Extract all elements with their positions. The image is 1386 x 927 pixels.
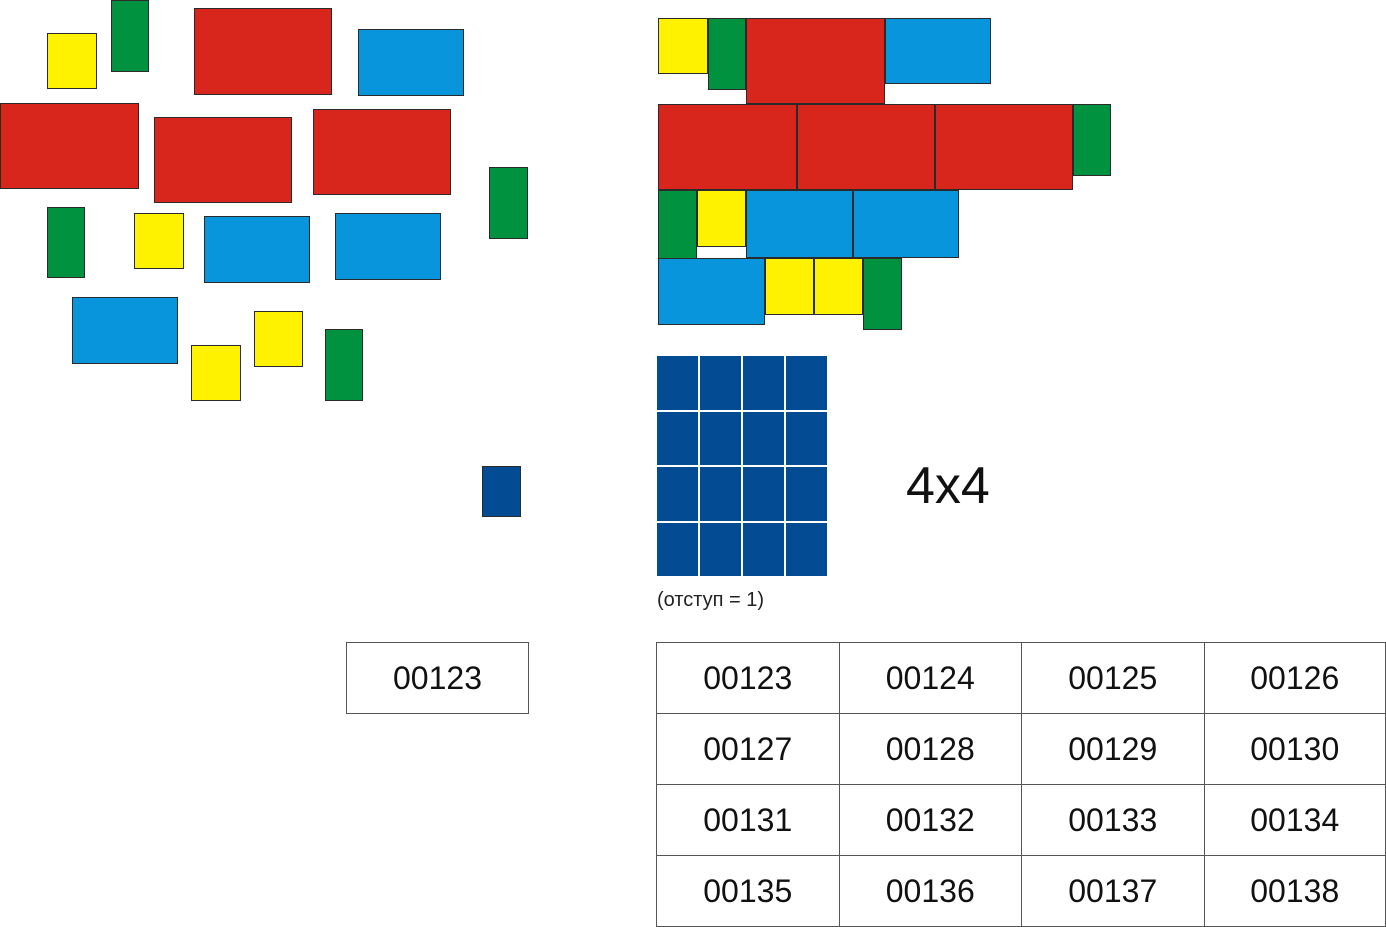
grid-spacing-label: (отступ = 1)	[657, 589, 765, 611]
number-table-cell: 00130	[1203, 713, 1386, 785]
number-table-cell: 00124	[838, 642, 1022, 714]
blue-block	[746, 190, 853, 258]
grid-cell	[699, 355, 742, 411]
red-block	[658, 104, 797, 190]
yellow-block	[134, 213, 184, 269]
single-number-cell: 00123	[346, 642, 529, 714]
blue-block	[72, 297, 178, 364]
yellow-block	[191, 345, 241, 401]
yellow-block	[254, 311, 303, 367]
red-block	[746, 18, 885, 104]
red-block	[154, 117, 292, 203]
grid-cell	[656, 466, 699, 522]
grid-cell	[742, 355, 785, 411]
number-table-cell: 00129	[1021, 713, 1205, 785]
grid-cell	[742, 466, 785, 522]
blue-block	[853, 190, 959, 258]
yellow-block	[765, 258, 814, 315]
green-block	[863, 258, 902, 330]
blue-block	[335, 213, 441, 280]
number-table-cell: 00131	[656, 784, 840, 856]
number-table-cell: 00135	[656, 855, 840, 927]
blue-block	[358, 29, 464, 96]
grid-cell	[742, 521, 785, 577]
grid-size-label: 4x4	[906, 457, 990, 515]
green-block	[47, 207, 85, 278]
red-block	[935, 104, 1073, 190]
blue-block	[885, 18, 991, 84]
number-table-cell: 00128	[838, 713, 1022, 785]
grid-cell	[656, 355, 699, 411]
green-block	[708, 18, 746, 90]
grid-cell	[699, 410, 742, 466]
green-block	[111, 0, 149, 72]
green-block	[658, 190, 697, 261]
yellow-block	[47, 33, 97, 89]
single-navy-block	[482, 466, 521, 517]
number-table-cell: 00136	[838, 855, 1022, 927]
grid-cell	[785, 355, 828, 411]
grid-cell	[785, 466, 828, 522]
number-table-cell: 00132	[838, 784, 1022, 856]
red-block	[313, 109, 451, 195]
grid-cell	[699, 521, 742, 577]
grid-cell	[656, 521, 699, 577]
number-table-cell: 00133	[1021, 784, 1205, 856]
red-block	[0, 103, 139, 189]
red-block	[797, 104, 935, 190]
grid-cell	[699, 466, 742, 522]
number-table-cell: 00134	[1203, 784, 1386, 856]
yellow-block	[658, 18, 708, 74]
yellow-block	[697, 190, 746, 247]
grid-cell	[742, 410, 785, 466]
number-table-cell: 00127	[656, 713, 840, 785]
yellow-block	[814, 258, 863, 315]
number-table-cell: 00125	[1021, 642, 1205, 714]
green-block	[1073, 104, 1111, 176]
green-block	[489, 167, 528, 239]
green-block	[325, 329, 363, 401]
number-table-cell: 00126	[1203, 642, 1386, 714]
number-table-cell: 00123	[656, 642, 840, 714]
grid-cell	[785, 521, 828, 577]
grid-cell	[656, 410, 699, 466]
blue-block	[658, 258, 765, 325]
number-table-cell: 00137	[1021, 855, 1205, 927]
number-table-cell: 00138	[1203, 855, 1386, 927]
grid-cell	[785, 410, 828, 466]
blue-block	[204, 216, 310, 283]
red-block	[194, 8, 332, 95]
